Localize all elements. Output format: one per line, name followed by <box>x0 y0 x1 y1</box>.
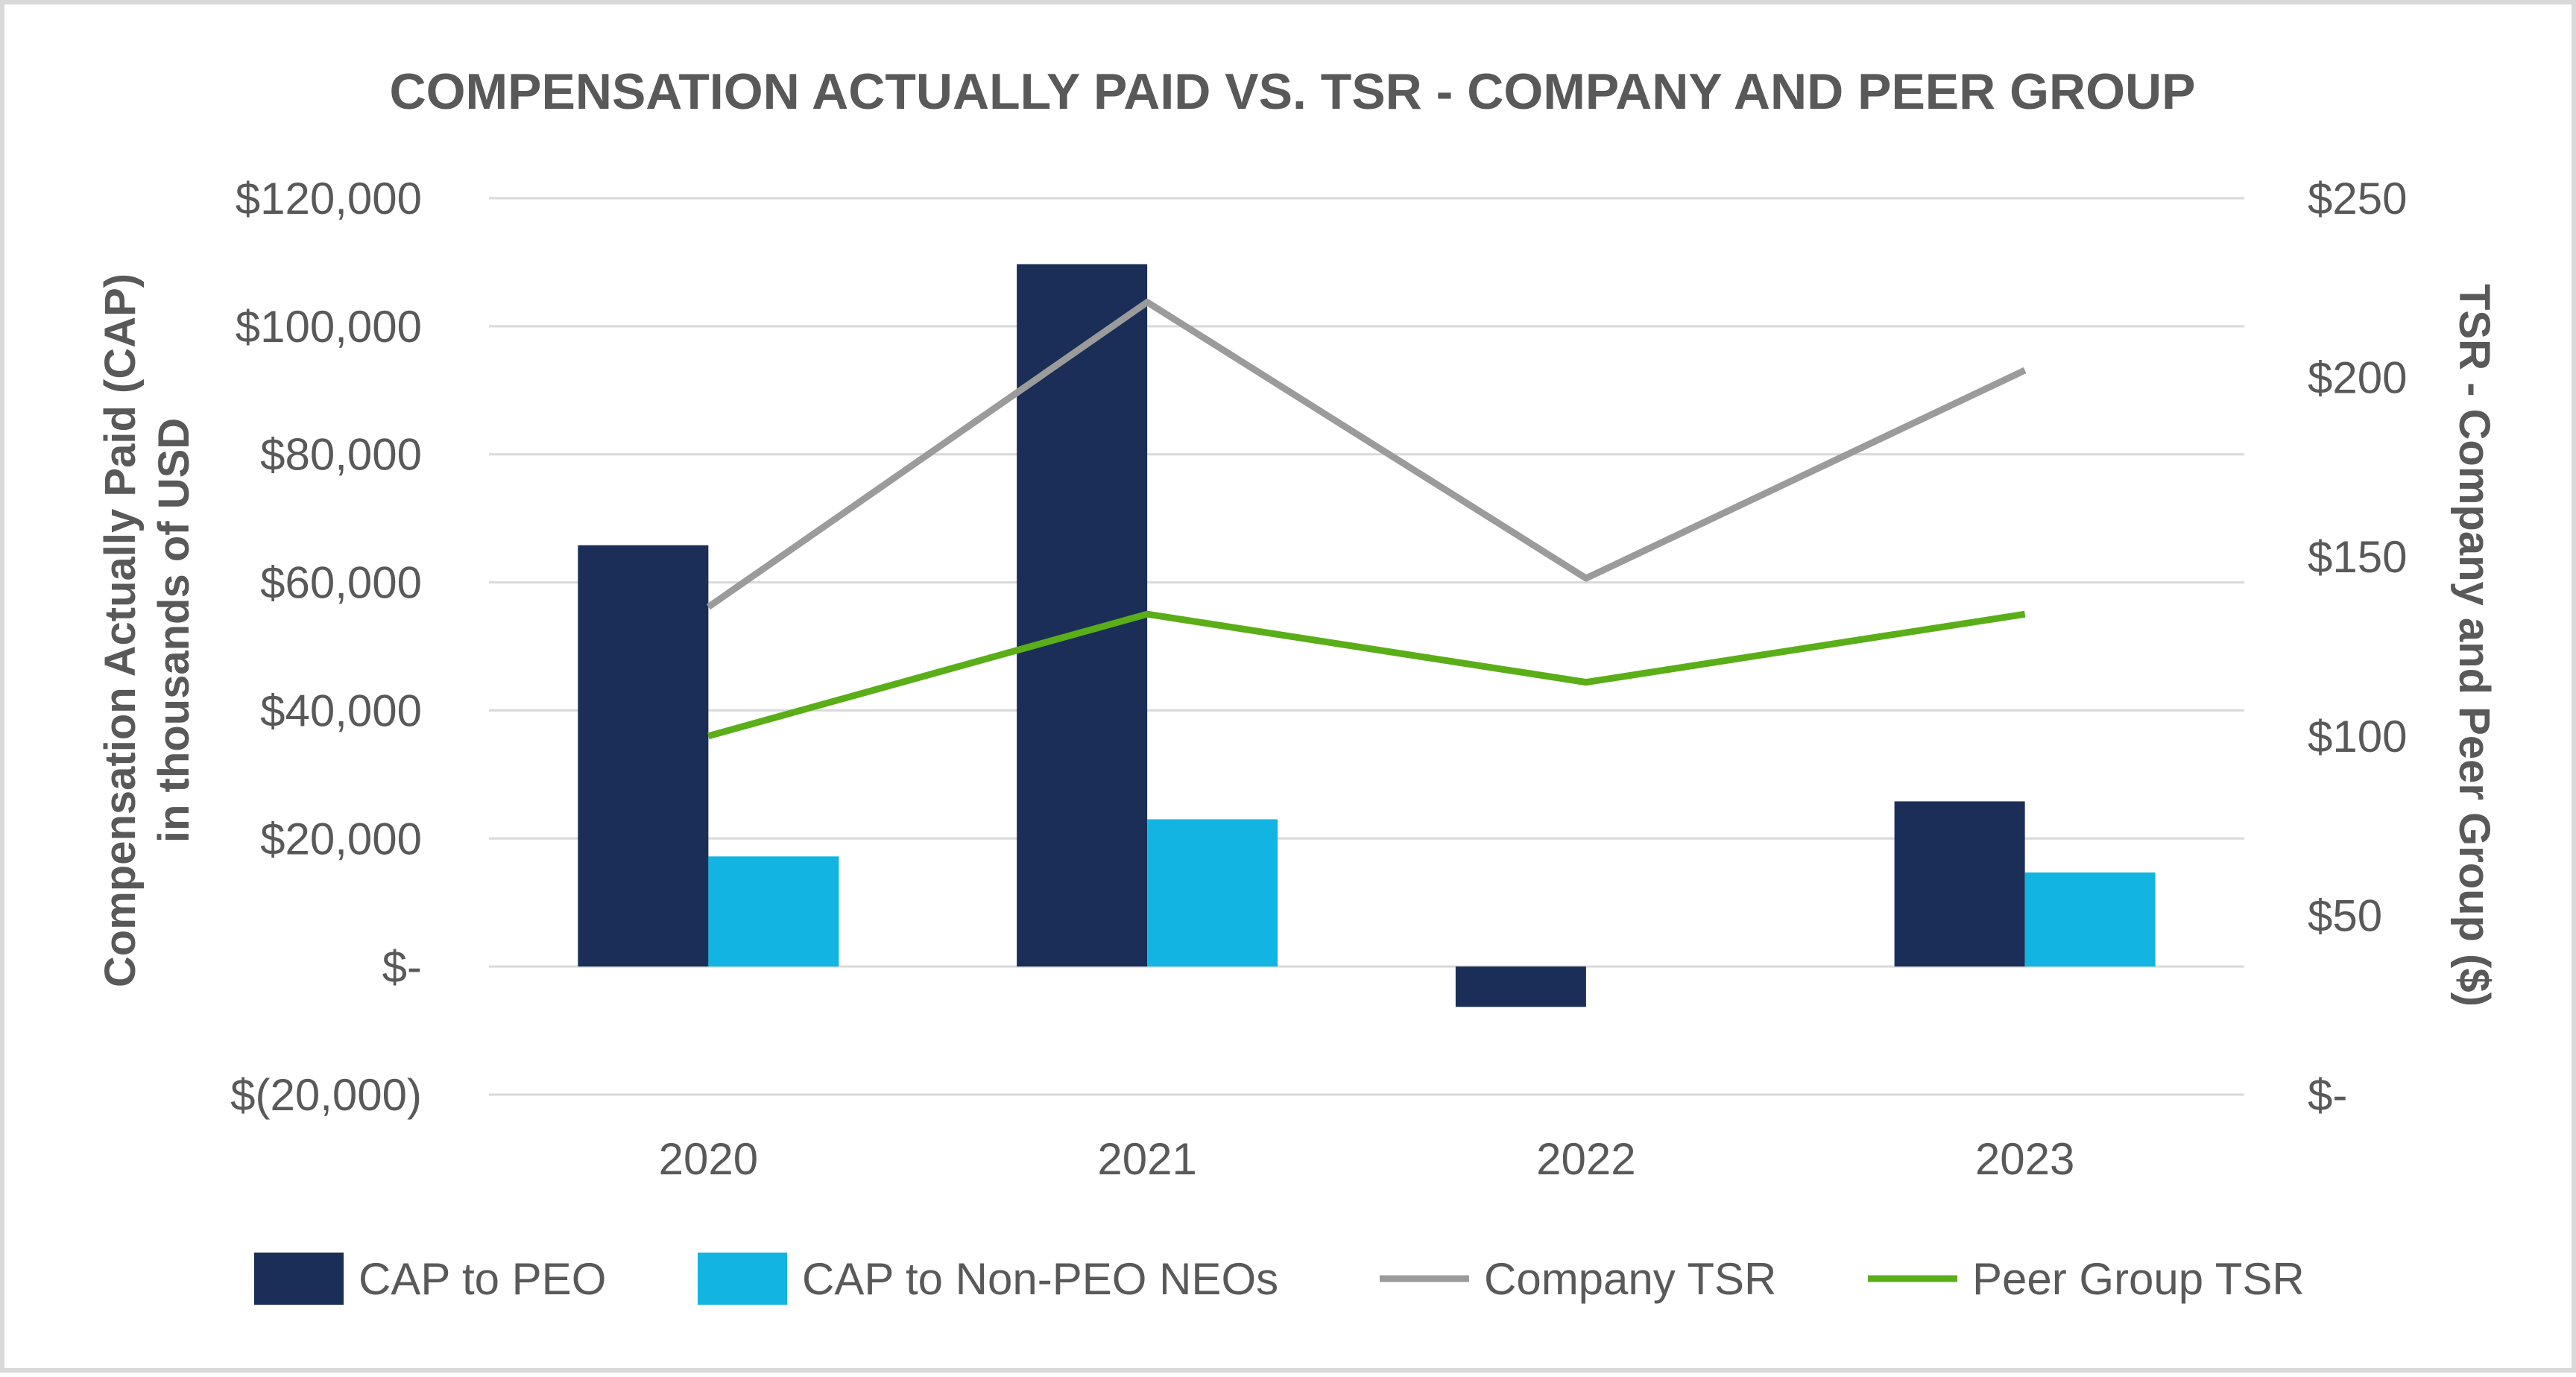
right-tick-label: $50 <box>2308 890 2382 940</box>
right-tick-label: $150 <box>2308 532 2407 582</box>
left-tick-label: $20,000 <box>260 814 422 864</box>
bar-cap-to-peo-2021 <box>1017 264 1148 967</box>
bar-cap-to-peo-2020 <box>578 545 709 967</box>
legend: CAP to PEO CAP to Non-PEO NEOs Company TSR… <box>254 1253 2305 1305</box>
right-tick-label: $250 <box>2308 174 2407 224</box>
right-tick-label: $- <box>2308 1070 2347 1120</box>
left-axis-title-line2: in thousands of USD <box>150 418 198 843</box>
legend-label-peer-group-tsr: Peer Group TSR <box>1972 1254 2305 1304</box>
legend-label-company-tsr: Company TSR <box>1484 1254 1776 1304</box>
tsr-lines <box>706 299 2027 740</box>
right-tick-label: $100 <box>2308 712 2407 762</box>
chart-title: COMPENSATION ACTUALLY PAID VS. TSR - COM… <box>389 63 2195 120</box>
legend-label-cap-to-peo: CAP to PEO <box>359 1254 606 1304</box>
x-tick-label: 2023 <box>1975 1134 2074 1184</box>
right-axis-title: TSR - Company and Peer Group ($) <box>2450 284 2498 1007</box>
x-tick-label: 2022 <box>1536 1134 1635 1184</box>
x-tick-label: 2021 <box>1097 1134 1196 1184</box>
line-company-tsr <box>706 299 2027 610</box>
bar-cap-to-non-peo-neos-2020 <box>708 856 839 967</box>
left-tick-label: $100,000 <box>236 302 422 352</box>
left-tick-label: $80,000 <box>260 430 422 480</box>
axis-ticks: $120,000 $100,000 $80,000 $60,000 $40,000 $20… <box>230 174 2407 1184</box>
x-tick-label: 2020 <box>659 1134 758 1184</box>
legend-label-cap-to-non-peo-neos: CAP to Non-PEO NEOs <box>802 1254 1278 1304</box>
right-tick-label: $200 <box>2308 353 2407 403</box>
bars <box>578 264 2156 1007</box>
legend-swatch-cap-to-non-peo-neos <box>698 1253 787 1305</box>
left-tick-label: $60,000 <box>260 558 422 608</box>
bar-cap-to-peo-2023 <box>1894 801 2025 967</box>
legend-swatch-cap-to-peo <box>254 1253 344 1305</box>
left-tick-label: $- <box>382 942 422 992</box>
bar-cap-to-non-peo-neos-2021 <box>1147 819 1278 967</box>
left-tick-label: $(20,000) <box>230 1070 422 1120</box>
bar-cap-to-non-peo-neos-2023 <box>2024 872 2156 967</box>
chart-canvas: COMPENSATION ACTUALLY PAID VS. TSR - COM… <box>96 63 2498 1305</box>
left-axis-title-line1: Compensation Actually Paid (CAP) <box>96 273 145 987</box>
left-tick-label: $40,000 <box>260 686 422 735</box>
left-tick-label: $120,000 <box>236 174 422 224</box>
bar-cap-to-peo-2022 <box>1455 966 1586 1007</box>
line-peer-group-tsr <box>707 610 2026 740</box>
